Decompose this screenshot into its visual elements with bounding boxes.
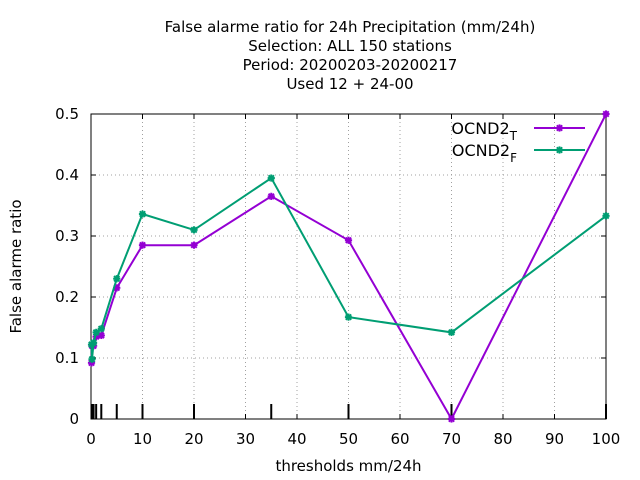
data-point-f	[97, 325, 105, 333]
chart-title: False alarme ratio for 24h Precipitation…	[165, 18, 536, 93]
y-tick-label: 0.2	[55, 288, 79, 306]
data-point-f	[89, 339, 98, 347]
x-axis-label: thresholds mm/24h	[275, 457, 421, 475]
data-point-f	[344, 313, 353, 321]
data-point-t	[190, 241, 198, 249]
x-tick-label: 50	[339, 430, 358, 448]
x-tick-label: 80	[493, 430, 512, 448]
x-tick-label: 10	[133, 430, 152, 448]
title-line: Used 12 + 24-00	[286, 75, 413, 93]
legend-label: OCND2T	[451, 119, 517, 143]
x-tick-label: 40	[287, 430, 306, 448]
legend-series-subscript: F	[510, 151, 517, 165]
legend-series-name: OCND2	[452, 141, 510, 160]
y-tick-label: 0.4	[55, 166, 79, 184]
data-point-t	[138, 241, 147, 249]
grid	[91, 114, 606, 419]
x-tick-label: 30	[236, 430, 255, 448]
data-point-f	[602, 212, 610, 220]
data-point-f	[113, 275, 121, 283]
y-tick-label: 0.1	[55, 349, 79, 367]
x-tick-label: 60	[390, 430, 409, 448]
x-tick-label: 20	[184, 430, 203, 448]
data-point-t	[97, 331, 105, 340]
data-point-t	[602, 110, 610, 118]
y-tick-label: 0.3	[55, 227, 79, 245]
x-tick-label: 90	[545, 430, 564, 448]
x-tick-label: 100	[592, 430, 621, 448]
title-line: False alarme ratio for 24h Precipitation…	[165, 18, 536, 36]
data-point-t	[267, 192, 275, 200]
x-tick-label: 0	[86, 430, 96, 448]
legend-series-name: OCND2	[451, 119, 509, 138]
y-tick-label: 0	[69, 410, 79, 428]
y-axis-label: False alarme ratio	[7, 199, 25, 333]
data-point-f	[267, 174, 275, 182]
legend-marker	[555, 146, 564, 154]
series	[87, 110, 610, 423]
data-point-t	[344, 236, 353, 244]
legend-series-subscript: T	[509, 129, 518, 143]
legend-marker	[555, 124, 564, 132]
x-tick-label: 70	[442, 430, 461, 448]
data-point-f	[447, 328, 456, 336]
data-point-f	[190, 226, 198, 234]
title-line: Selection: ALL 150 stations	[248, 37, 452, 55]
data-point-f	[88, 355, 96, 363]
y-tick-label: 0.5	[55, 105, 79, 123]
axes: 0 10 20 30 40 50 60 70 80 90 100 0 0.1 0.2 0.3 0.4 0.5 th…	[7, 105, 620, 475]
data-point-t	[447, 415, 456, 423]
legend-label: OCND2F	[452, 141, 517, 165]
series-line-f	[90, 176, 607, 360]
data-point-f	[138, 210, 147, 218]
data-point-f	[92, 328, 100, 336]
title-line: Period: 20200203-20200217	[243, 56, 458, 74]
